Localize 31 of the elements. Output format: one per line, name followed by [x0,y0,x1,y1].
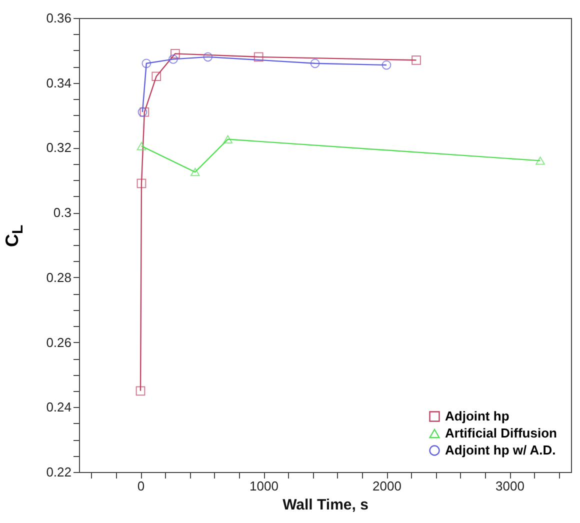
y-tick-label: 0.36 [46,10,72,26]
x-tick-label: 1000 [250,478,278,494]
point [254,52,264,62]
legend-label: Artificial Diffusion [445,426,558,440]
point [142,58,152,68]
point [203,52,213,62]
point [170,48,180,58]
x-tick-label: 3000 [496,478,524,494]
x-tick-label: 0 [137,478,145,494]
point [412,55,421,65]
y-tick-label: 0.24 [46,400,72,415]
y-tick-label: 0.34 [46,75,72,90]
point [168,54,178,64]
y-tick-label: 0.3 [53,205,72,220]
legend-label: Adjoint hp w/ A.D. [445,442,556,458]
point [152,72,162,82]
point [136,142,146,150]
point [136,386,146,396]
point [190,168,200,176]
point [382,60,392,70]
point [310,58,320,68]
x-axis-title: Wall Time, s [282,496,368,514]
y-tick-label: 0.28 [46,270,72,285]
point [536,156,545,165]
point [223,135,233,144]
y-tick-label: 0.32 [46,140,72,156]
point [136,178,146,188]
y-tick-label: 0.22 [46,464,72,480]
legend-label: Adjoint hp [445,408,510,424]
x-tick-label: 2000 [372,478,402,494]
y-tick-label: 0.26 [46,334,72,350]
